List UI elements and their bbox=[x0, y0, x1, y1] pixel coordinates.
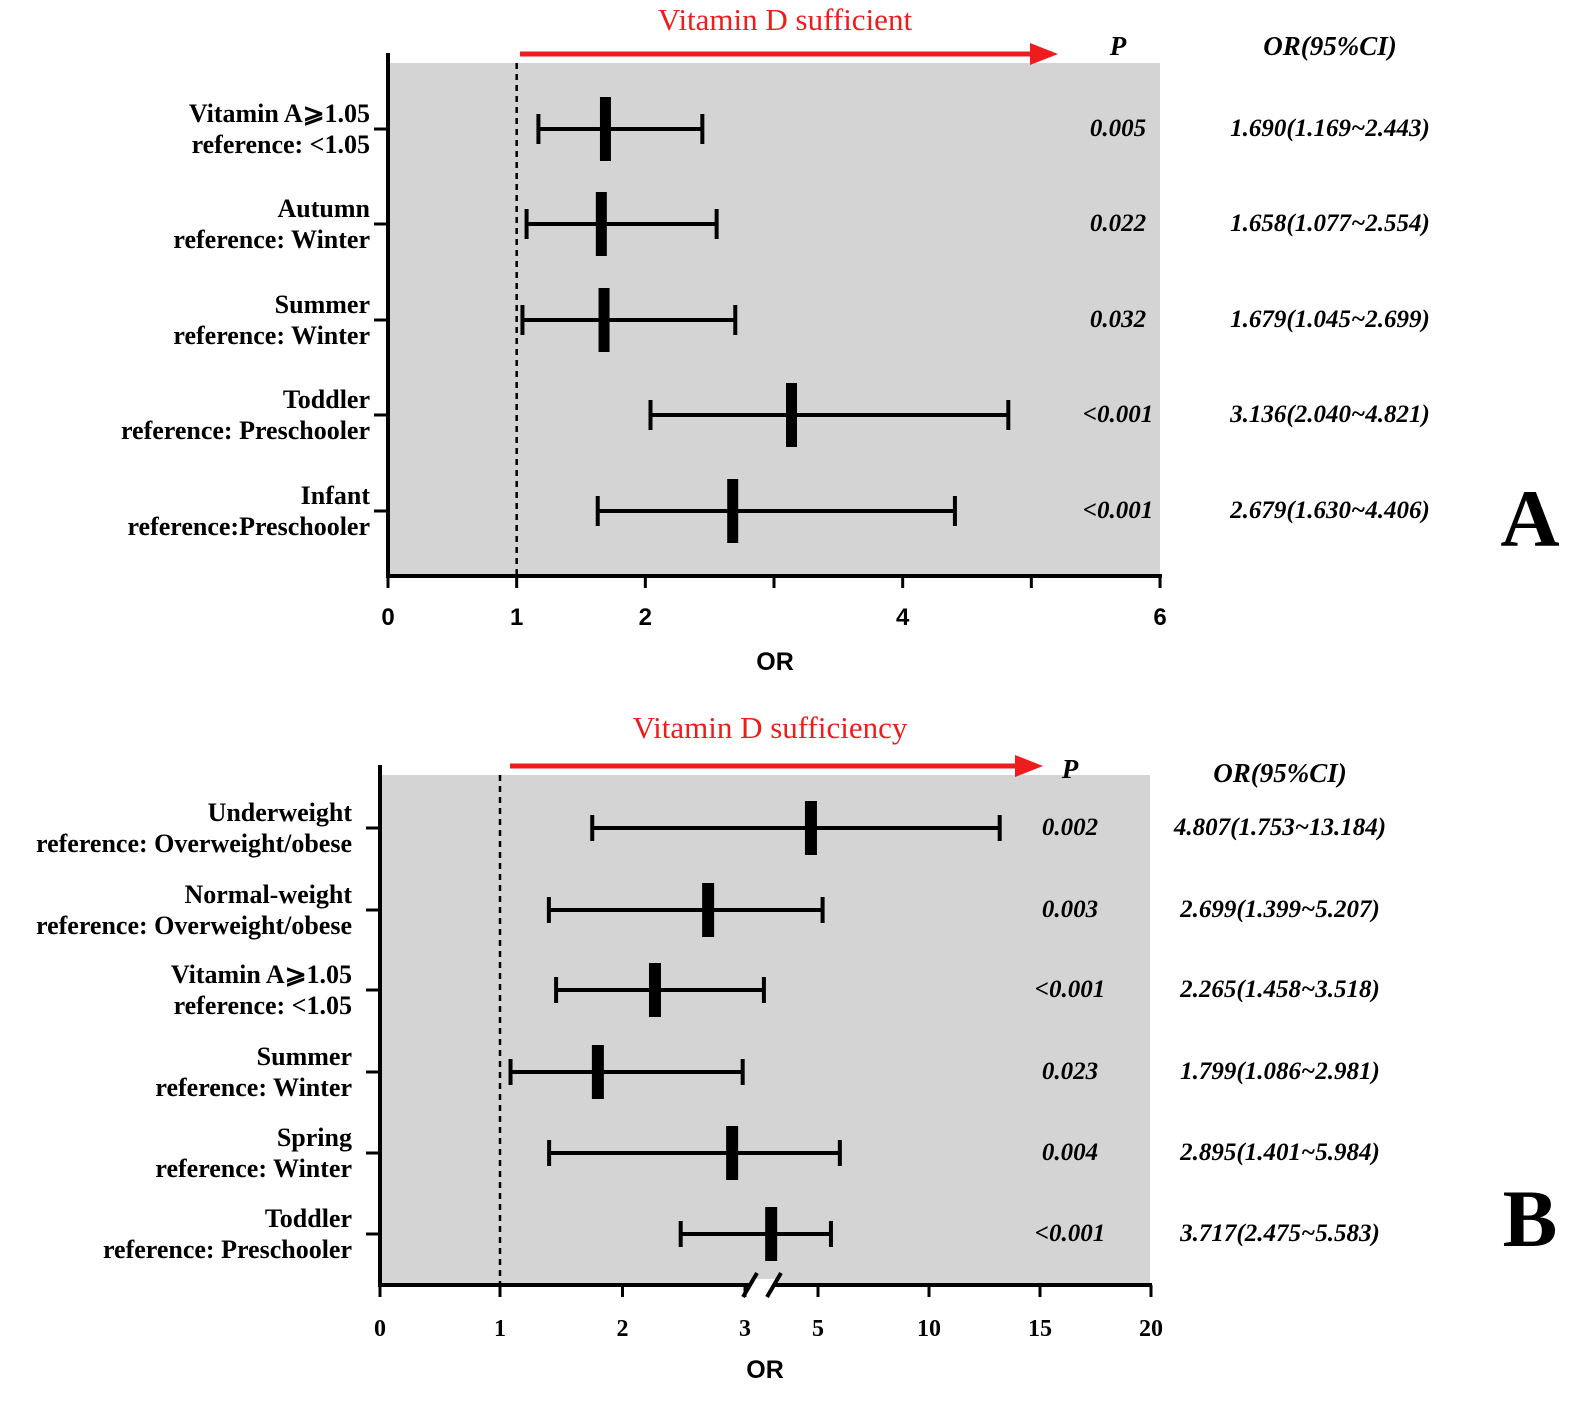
point-estimate bbox=[648, 963, 661, 1017]
chart-title: Vitamin D sufficiency bbox=[633, 710, 908, 745]
x-axis-label: OR bbox=[756, 648, 794, 676]
p-value: 0.002 bbox=[1042, 814, 1098, 841]
panel-a: 0 1 2 4 6 OR Vitamin D sufficient P OR(95%CI) Vit… bbox=[121, 2, 1560, 676]
row-label-primary: Vitamin A⩾1.05 bbox=[189, 99, 370, 128]
row-label-primary: Normal-weight bbox=[184, 880, 352, 909]
x-tick-label: 3 bbox=[739, 1316, 751, 1342]
axis-break-mark bbox=[765, 1271, 783, 1299]
x-tick-label: 15 bbox=[1028, 1316, 1052, 1342]
p-value: 0.004 bbox=[1042, 1139, 1098, 1166]
row-label-reference: reference: Winter bbox=[155, 1073, 352, 1102]
row-label-reference: reference: ˂1.05 bbox=[192, 130, 370, 159]
p-value: 0.022 bbox=[1090, 210, 1146, 237]
point-estimate bbox=[726, 1126, 739, 1180]
x-tick-label: 6 bbox=[1153, 604, 1166, 631]
or-ci-value: 3.717(2.475~5.583) bbox=[1179, 1220, 1380, 1247]
row-label-reference: reference: Preschooler bbox=[121, 416, 370, 445]
x-tick-label: 1 bbox=[510, 604, 523, 631]
x-tick-label: 0 bbox=[381, 604, 394, 631]
x-tick-label: 4 bbox=[896, 604, 910, 631]
point-estimate bbox=[599, 97, 611, 161]
or-ci-value: 4.807(1.753~13.184) bbox=[1173, 814, 1386, 841]
row-label-primary: Toddler bbox=[283, 385, 370, 414]
point-estimate bbox=[702, 883, 715, 937]
plot-background bbox=[388, 63, 1160, 576]
axis-break-gap bbox=[751, 1279, 775, 1291]
row-label-primary: Autumn bbox=[278, 194, 371, 223]
or-ci-value: 2.895(1.401~5.984) bbox=[1179, 1139, 1380, 1166]
row-label-primary: Toddler bbox=[265, 1204, 352, 1233]
point-estimate bbox=[765, 1207, 778, 1261]
or-ci-value: 3.136(2.040~4.821) bbox=[1229, 401, 1430, 428]
or-ci-value: 1.690(1.169~2.443) bbox=[1230, 115, 1430, 142]
p-value: ˂0.001 bbox=[1035, 1220, 1106, 1247]
or-ci-value: 2.265(1.458~3.518) bbox=[1179, 976, 1380, 1003]
row-label-reference: reference: ˂1.05 bbox=[174, 991, 352, 1020]
row-label-reference: reference: Winter bbox=[173, 225, 370, 254]
x-tick-label: 0 bbox=[374, 1316, 386, 1342]
row-label-primary: Underweight bbox=[208, 798, 353, 827]
x-axis-label: OR bbox=[746, 1356, 784, 1384]
panel-letter: B bbox=[1503, 1173, 1558, 1264]
chart-title: Vitamin D sufficient bbox=[658, 2, 913, 37]
or-ci-value: 2.699(1.399~5.207) bbox=[1179, 896, 1380, 923]
p-value: 0.005 bbox=[1090, 115, 1146, 142]
p-value: ˂0.001 bbox=[1035, 976, 1106, 1003]
point-estimate bbox=[786, 383, 798, 447]
p-value: ˂0.001 bbox=[1083, 497, 1154, 524]
x-tick-label: 2 bbox=[639, 604, 652, 631]
or-ci-value: 1.658(1.077~2.554) bbox=[1230, 210, 1430, 237]
direction-arrow-head bbox=[1015, 755, 1043, 777]
or-ci-header: OR(95%CI) bbox=[1263, 31, 1397, 61]
p-value: ˂0.001 bbox=[1083, 401, 1154, 428]
row-label-primary: Infant bbox=[301, 481, 371, 510]
or-ci-value: 1.799(1.086~2.981) bbox=[1180, 1058, 1380, 1085]
p-value: 0.023 bbox=[1042, 1058, 1098, 1085]
panel-b: 0 1 2 3 5 10 15 20 OR Vitamin D sufficiency P OR(95… bbox=[36, 710, 1557, 1384]
point-estimate bbox=[591, 1045, 604, 1099]
plot-background bbox=[380, 775, 1150, 1285]
p-value-header: P bbox=[1061, 754, 1079, 784]
axis-break-mark bbox=[741, 1271, 759, 1299]
row-label-reference: reference: Winter bbox=[155, 1154, 352, 1183]
or-ci-value: 2.679(1.630~4.406) bbox=[1229, 497, 1430, 524]
or-ci-header: OR(95%CI) bbox=[1213, 758, 1347, 788]
row-label-reference: reference:Preschooler bbox=[127, 512, 370, 541]
p-value: 0.032 bbox=[1090, 306, 1146, 333]
row-label-reference: reference: Overweight/obese bbox=[36, 911, 352, 940]
point-estimate bbox=[804, 801, 817, 855]
row-label-reference: reference: Winter bbox=[173, 321, 370, 350]
p-value-header: P bbox=[1109, 31, 1127, 61]
point-estimate bbox=[727, 479, 739, 543]
panel-letter: A bbox=[1500, 473, 1559, 564]
x-tick-label: 5 bbox=[812, 1316, 824, 1342]
x-tick-label: 2 bbox=[617, 1316, 629, 1342]
direction-arrow-head bbox=[1030, 43, 1058, 65]
row-label-primary: Vitamin A⩾1.05 bbox=[171, 960, 352, 989]
row-label-primary: Summer bbox=[275, 290, 370, 319]
row-label-primary: Spring bbox=[277, 1123, 352, 1152]
row-label-reference: reference: Preschooler bbox=[103, 1235, 352, 1264]
p-value: 0.003 bbox=[1042, 896, 1098, 923]
row-label-reference: reference: Overweight/obese bbox=[36, 829, 352, 858]
x-tick-label: 10 bbox=[917, 1316, 941, 1342]
point-estimate bbox=[595, 192, 607, 256]
or-ci-value: 1.679(1.045~2.699) bbox=[1230, 306, 1430, 333]
row-label-primary: Summer bbox=[257, 1042, 352, 1071]
x-tick-label: 20 bbox=[1139, 1316, 1163, 1342]
x-tick-label: 1 bbox=[494, 1316, 506, 1342]
point-estimate bbox=[598, 288, 610, 352]
